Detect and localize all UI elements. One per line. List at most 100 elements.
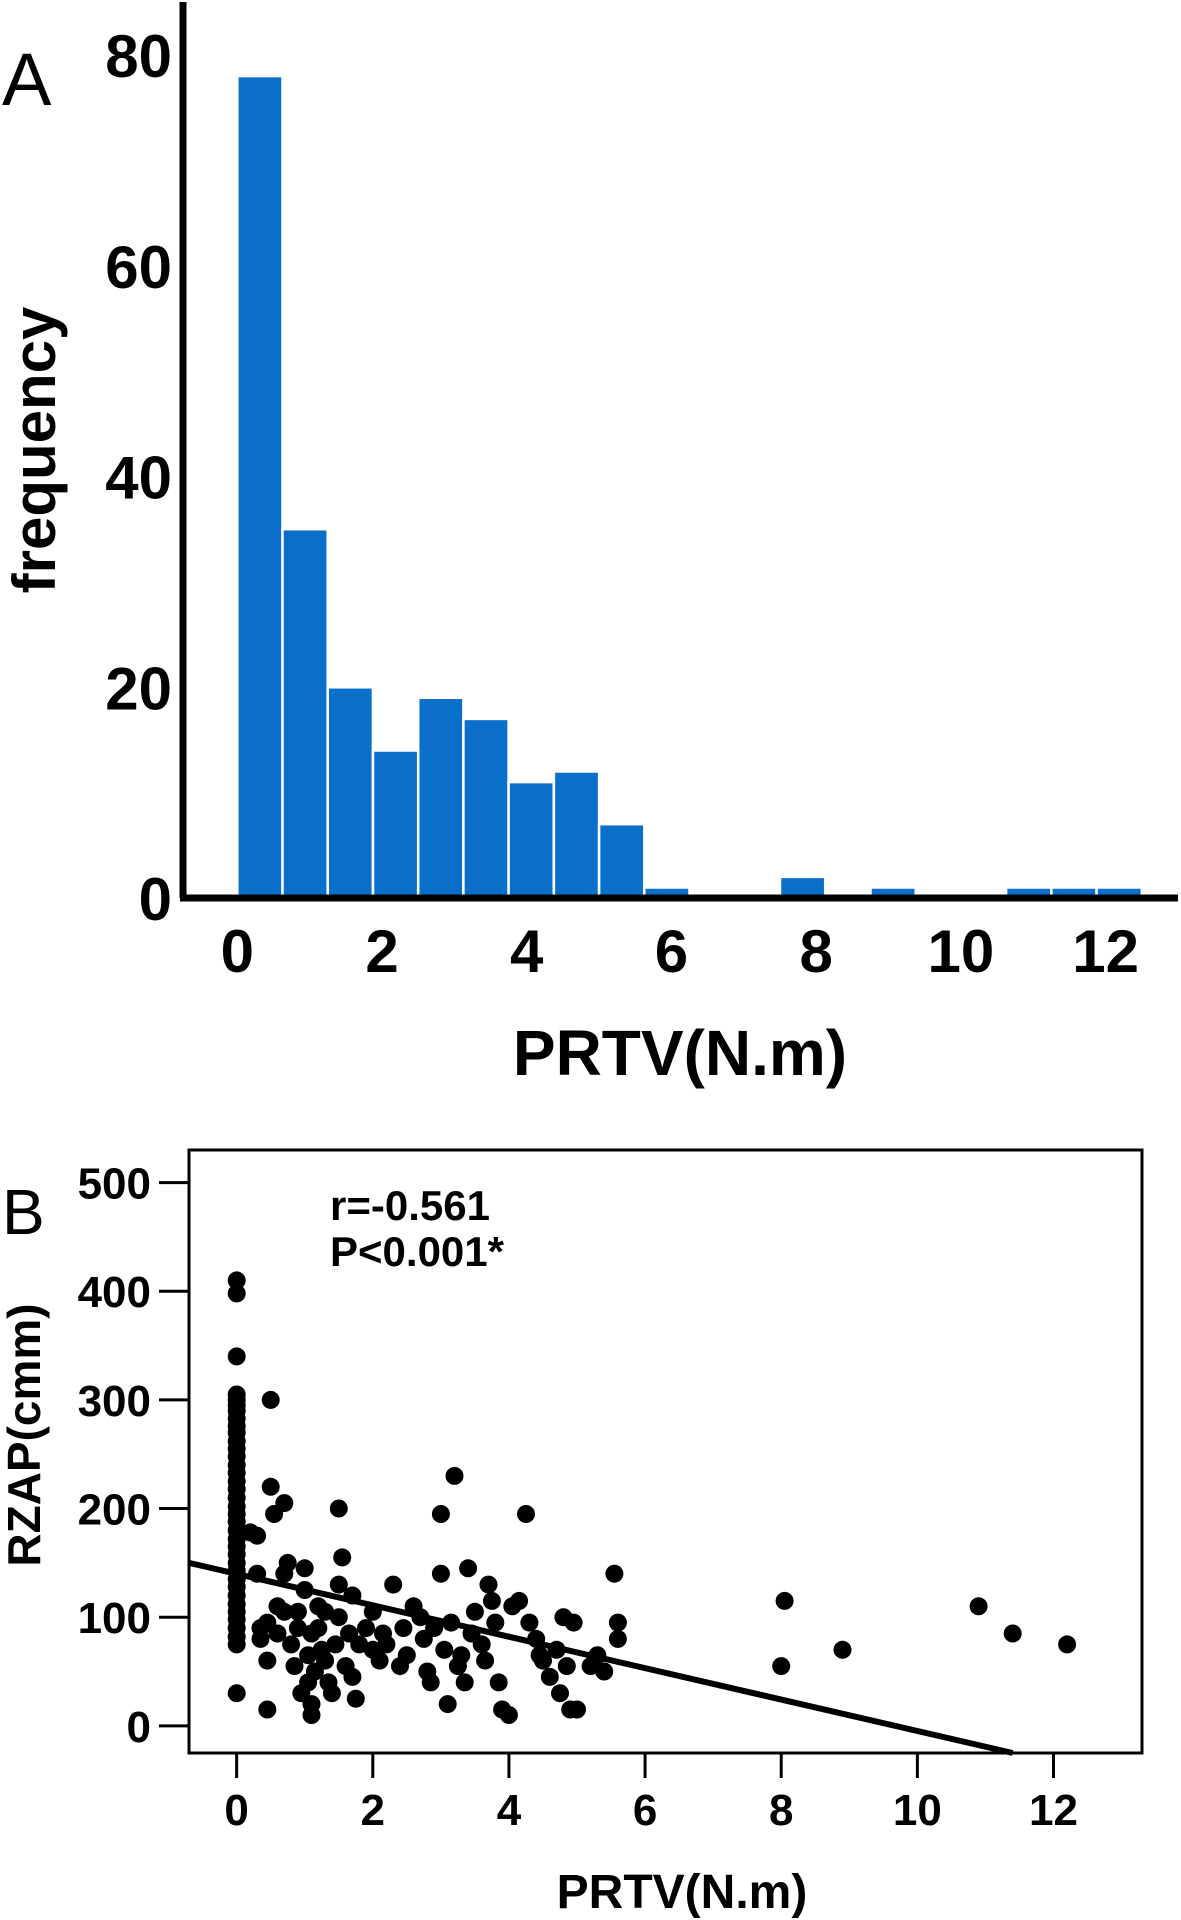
scatter-points	[227, 1271, 1077, 1724]
plot-frame	[187, 1148, 1144, 1755]
scatter-point	[384, 1575, 403, 1594]
scatter-point	[227, 1635, 246, 1654]
scatter-point	[350, 1635, 369, 1654]
x-tick-label: 0	[224, 1786, 248, 1835]
y-tick-label: 300	[78, 1377, 151, 1426]
scatter-point	[608, 1613, 627, 1632]
histogram-panel: A 0 20 40 60 80 0 2 4 6 8 10 12 PRTV(N.m) frequenc…	[1, 2, 1178, 1089]
y-tick-label: 80	[105, 23, 172, 90]
scatter-point	[564, 1613, 583, 1632]
x-tick-label: 2	[365, 918, 398, 985]
histogram-bars	[236, 74, 1144, 900]
x-tick-label: 12	[1029, 1786, 1078, 1835]
scatter-point	[329, 1575, 348, 1594]
scatter-point	[605, 1564, 624, 1583]
x-ticks: 0 2 4 6 8 10 12	[224, 1753, 1078, 1835]
scatter-point	[1058, 1635, 1077, 1654]
scatter-point	[455, 1673, 474, 1692]
histogram-bar	[462, 717, 510, 900]
y-axis-title: frequency	[1, 306, 68, 593]
y-axis-title: RZAP(cmm)	[0, 1303, 50, 1566]
x-tick-labels: 0 2 4 6 8 10 12	[221, 918, 1139, 985]
y-tick-label: 0	[127, 1703, 151, 1752]
scatter-point	[377, 1635, 396, 1654]
scatter-point	[316, 1651, 335, 1670]
scatter-point	[227, 1347, 246, 1366]
scatter-point	[557, 1657, 576, 1676]
y-ticks: 0 100 200 300 400 500	[78, 1160, 189, 1752]
y-tick-label: 20	[105, 655, 172, 722]
scatter-point	[969, 1597, 988, 1616]
regression-line	[188, 1559, 1014, 1756]
x-tick-label: 12	[1072, 918, 1139, 985]
histogram-bar	[281, 527, 329, 900]
panel-label-a: A	[2, 38, 52, 121]
scatter-point	[465, 1602, 484, 1621]
scatter-point	[261, 1390, 280, 1409]
scatter-point	[459, 1559, 478, 1578]
scatter-point	[282, 1635, 301, 1654]
histogram-bar	[371, 749, 420, 900]
x-tick-label: 2	[361, 1786, 385, 1835]
scatter-point	[329, 1608, 348, 1627]
histogram-axes	[179, 2, 1178, 902]
scatter-point	[568, 1700, 586, 1719]
histogram-bar	[326, 686, 375, 900]
scatter-point	[425, 1619, 444, 1638]
scatter-point	[346, 1689, 365, 1708]
scatter-point	[397, 1646, 416, 1665]
x-tick-label: 4	[510, 918, 544, 985]
y-tick-label: 60	[105, 234, 172, 301]
scatter-panel: B 0 100 200 300 400 500 0 2 4 6 8 10 12 r=-0.561 P<…	[0, 1148, 1144, 1919]
histogram-bar	[416, 696, 465, 900]
scatter-point	[772, 1657, 791, 1676]
scatter-point	[540, 1667, 559, 1686]
x-tick-label: 4	[497, 1786, 522, 1835]
scatter-point	[251, 1629, 270, 1648]
scatter-point	[499, 1706, 518, 1724]
scatter-point	[275, 1602, 294, 1621]
scatter-point	[452, 1646, 471, 1665]
scatter-point	[322, 1684, 341, 1703]
scatter-point	[394, 1619, 413, 1638]
scatter-point	[227, 1271, 246, 1290]
x-axis-title: PRTV(N.m)	[513, 1017, 847, 1089]
scatter-point	[261, 1477, 280, 1496]
scatter-point	[476, 1651, 495, 1670]
histogram-bar	[552, 770, 601, 900]
correlation-coefficient: r=-0.561	[330, 1182, 490, 1229]
y-tick-label: 400	[78, 1268, 151, 1317]
scatter-point	[551, 1684, 569, 1703]
histogram-bar	[236, 74, 284, 900]
x-tick-label: 8	[769, 1786, 793, 1835]
x-tick-label: 6	[633, 1786, 657, 1835]
scatter-point	[227, 1284, 246, 1303]
scatter-point	[258, 1700, 277, 1719]
scatter-point	[520, 1613, 539, 1632]
scatter-point	[438, 1695, 457, 1714]
scatter-point	[343, 1667, 362, 1686]
scatter-point	[421, 1673, 440, 1692]
scatter-point	[309, 1619, 328, 1638]
scatter-point	[510, 1591, 529, 1610]
y-tick-label: 0	[139, 866, 172, 933]
x-tick-label: 8	[799, 918, 832, 985]
scatter-point	[333, 1548, 352, 1567]
scatter-point	[258, 1651, 277, 1670]
panel-label-b: B	[2, 1176, 45, 1248]
x-axis-title: PRTV(N.m)	[557, 1866, 808, 1919]
scatter-point	[489, 1673, 508, 1692]
scatter-point	[833, 1640, 852, 1659]
scatter-point	[227, 1684, 246, 1703]
histogram-bar	[507, 780, 556, 900]
scatter-point	[316, 1602, 335, 1621]
scatter-point	[445, 1466, 464, 1485]
scatter-point	[288, 1619, 307, 1638]
x-tick-label: 0	[221, 918, 254, 985]
y-tick-label: 200	[78, 1486, 151, 1535]
scatter-point	[285, 1657, 304, 1676]
scatter-point	[435, 1640, 454, 1659]
scatter-point	[595, 1662, 614, 1681]
scatter-point	[295, 1559, 314, 1578]
